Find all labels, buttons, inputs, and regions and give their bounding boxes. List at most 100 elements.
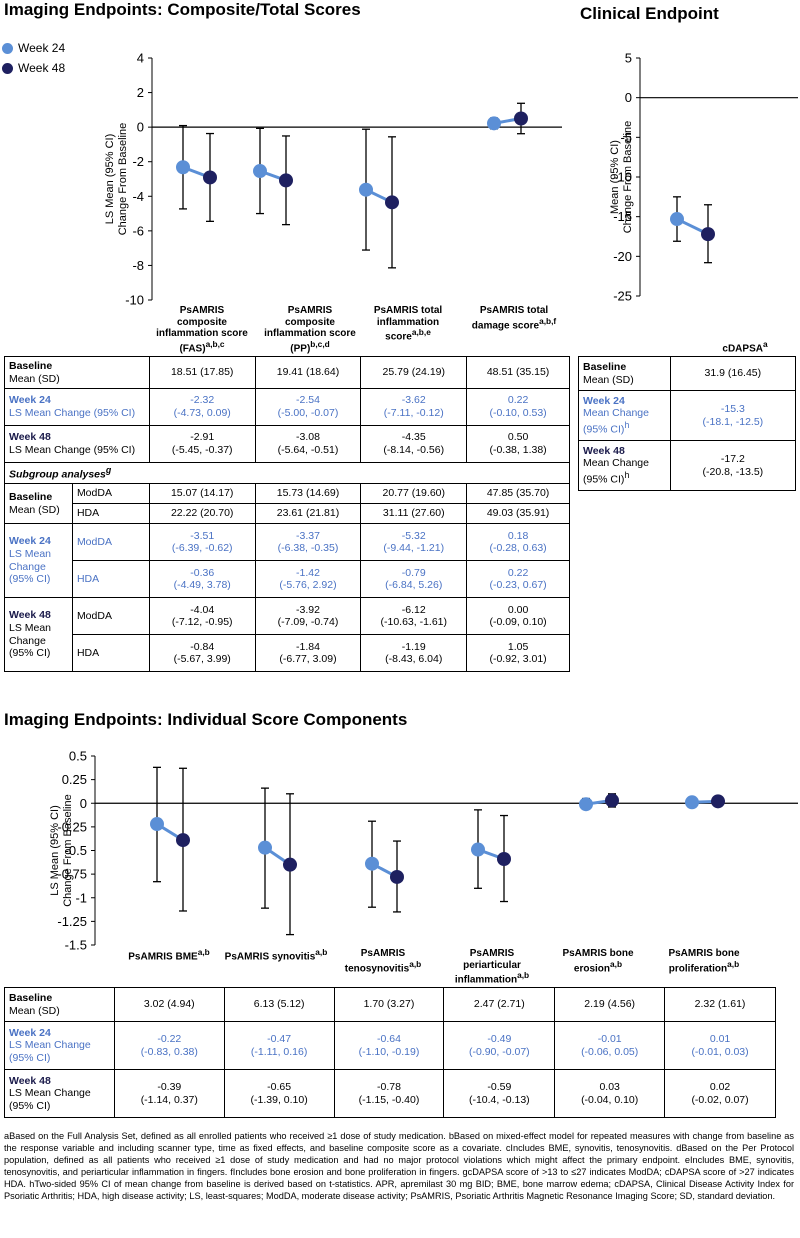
table-cell: 15.07 (14.17) — [148, 483, 256, 505]
row-label: Week 24 — [9, 1026, 51, 1039]
column-header: PsAMRIS total damage scorea,b,f — [466, 305, 562, 331]
table-row: Baseline Mean (SD) 3.02 (4.94) 6.13 (5.12… — [4, 987, 776, 1022]
table-cell-value: 0.22 — [507, 394, 529, 407]
data-point — [150, 817, 164, 832]
data-point — [176, 833, 190, 848]
table-cell: 20.77 (19.60) — [360, 483, 468, 505]
table-cell-ci: (-0.09, 0.10) — [489, 616, 547, 629]
data-point — [390, 869, 404, 884]
y-tick-label: -10 — [125, 293, 144, 308]
table-cell-value: -0.59 — [487, 1080, 512, 1093]
y-tick-label: 0.5 — [69, 749, 87, 764]
row-sublabel: (95% CI) — [583, 423, 625, 436]
row-sublabel: LS Mean Change — [9, 1039, 91, 1052]
subgroup-moddal: ModDA — [71, 483, 150, 505]
table-cell-ci: (-0.06, 0.05) — [581, 1045, 639, 1058]
table-cell-value: -1.19 — [401, 640, 426, 653]
table-cell: 1.70 (3.27) — [333, 987, 445, 1022]
data-point — [701, 227, 715, 242]
table-row: HDA -0.84 (-5.67, 3.99) -1.84 (-6.77, 3.09… — [5, 634, 570, 673]
row-sublabel: LS Mean — [9, 622, 52, 634]
column-header-sup: a,b — [197, 947, 210, 957]
y-tick-label: 0 — [137, 120, 144, 135]
table-cell-ci: (-10.4, -0.13) — [468, 1093, 530, 1106]
table-row: Subgroup analysesg — [4, 461, 570, 485]
y-tick-label: -25 — [613, 289, 632, 304]
y-axis-label-line: Change From Baseline — [622, 121, 634, 234]
table-cell-value: 0.50 — [507, 431, 529, 444]
column-header-text: PsAMRIS periarticular inflammation — [454, 948, 521, 986]
table-cell-ci: (-20.8, -13.5) — [702, 465, 764, 478]
table-cell-ci: (-5.64, -0.51) — [277, 444, 339, 456]
column-header-text: PsAMRIS composite inflammation score (FA… — [156, 305, 248, 354]
table-cell-ci: (-0.83, 0.38) — [140, 1045, 198, 1058]
y-tick-label: -1.5 — [65, 938, 87, 953]
subgroup-hda: HDA — [71, 560, 150, 599]
clinical-chart: 5 0 -5 -10 -15 -20 -25 Mean (95% CI)Change From… — [609, 51, 798, 304]
y-tick-label: -20 — [613, 249, 632, 264]
table-cell-value: -15.3 — [720, 402, 745, 415]
table-cell-value: 0.18 — [507, 529, 529, 542]
column-header-sup: a,b — [409, 958, 422, 969]
y-axis-label-line: LS Mean (95% CI) — [104, 134, 116, 224]
footnote: aBased on the Full Analysis Set, defined… — [4, 1131, 794, 1201]
table-row: HDA -0.36 (-4.49, 3.78) -1.42 (-5.76, 2.92… — [5, 560, 570, 599]
table-cell-value: -1.84 — [296, 640, 320, 653]
table-cell-ci: (-5.76, 2.92) — [279, 579, 337, 592]
table-cell: 23.61 (21.81) — [254, 503, 362, 525]
clinical-column-header: cDAPSAa — [700, 339, 790, 355]
composite-title: Imaging Endpoints: Composite/Total Score… — [4, 0, 361, 19]
table-cell-ci: (-6.38, -0.35) — [277, 542, 339, 555]
row-label: Week 48 — [9, 431, 51, 444]
table-cell: 3.02 (4.94) — [113, 987, 225, 1022]
table-cell-ci: (-0.90, -0.07) — [468, 1045, 530, 1058]
table-cell-value: -3.51 — [190, 529, 215, 542]
table-row: Baseline Mean (SD) 18.51 (17.85) 19.41 (1… — [4, 356, 570, 389]
table-cell-ci: (-0.01, 0.03) — [691, 1045, 749, 1058]
data-point — [385, 195, 399, 210]
row-label: Week 24 — [583, 394, 625, 407]
data-point — [514, 111, 528, 126]
table-cell-ci: (-7.12, -0.95) — [171, 616, 233, 629]
table-cell: 22.22 (20.70) — [148, 503, 256, 525]
data-point — [365, 856, 379, 871]
table-row: Week 24 LS Mean Change (95% CI) -2.32 (-4.… — [4, 388, 570, 426]
row-sublabel: (95% CI) — [9, 1099, 51, 1112]
table-cell-ci: (-0.23, 0.67) — [489, 579, 547, 592]
row-sublabel: Change — [9, 634, 46, 647]
clinical-title: Clinical Endpoint — [580, 4, 719, 23]
column-header-sup: a,b — [517, 970, 530, 980]
table-row: HDA 22.22 (20.70) 23.61 (21.81) 31.11 (2… — [5, 503, 570, 525]
table-row: Baseline Mean (SD) 31.9 (16.45) — [578, 356, 797, 391]
data-point — [283, 857, 297, 872]
table-cell-ci: (-9.44, -1.21) — [383, 542, 445, 555]
table-cell-value: -2.54 — [296, 394, 320, 407]
data-point — [471, 842, 485, 857]
table-cell-ci: (-1.39, 0.10) — [250, 1093, 308, 1106]
table-cell-ci: (-6.84, 5.26) — [385, 579, 443, 592]
column-header-text: PsAMRIS BME — [128, 951, 198, 963]
table-cell-value: -0.78 — [377, 1080, 401, 1093]
subgroup-sup: g — [105, 465, 112, 475]
data-point — [487, 116, 501, 131]
y-tick-label: -0.25 — [57, 819, 87, 834]
data-point — [258, 840, 272, 855]
column-header-sup: b,c,d — [310, 338, 330, 349]
table-row: Week 48 LS Mean Change (95% CI) -0.39 (-1.1… — [4, 1069, 776, 1118]
table-cell-ci: (-1.11, 0.16) — [250, 1045, 308, 1058]
table-cell-value: -5.32 — [401, 529, 426, 542]
row-label: Week 24 — [9, 394, 51, 407]
y-tick-label: -2 — [132, 154, 144, 169]
y-tick-label: -0.75 — [57, 867, 87, 882]
table-cell: 31.9 (16.45) — [669, 356, 797, 391]
y-tick-label: 0 — [625, 90, 632, 105]
row-sublabel: Mean (SD) — [583, 373, 634, 386]
legend-week48: Week 48 — [2, 58, 65, 78]
table-cell: 25.79 (24.19) — [360, 356, 468, 389]
column-header: PsAMRIS tenosynovitisa,b — [331, 948, 435, 974]
table-row: Week 24 LS Mean Change (95% CI) -0.22 (-0.8… — [4, 1021, 776, 1070]
week24-marker-icon — [2, 42, 13, 54]
table-cell-ci: (-5.67, 3.99) — [173, 653, 231, 666]
y-axis-label-line: Change From Baseline — [62, 794, 74, 907]
table-cell-value: -0.79 — [401, 566, 426, 579]
